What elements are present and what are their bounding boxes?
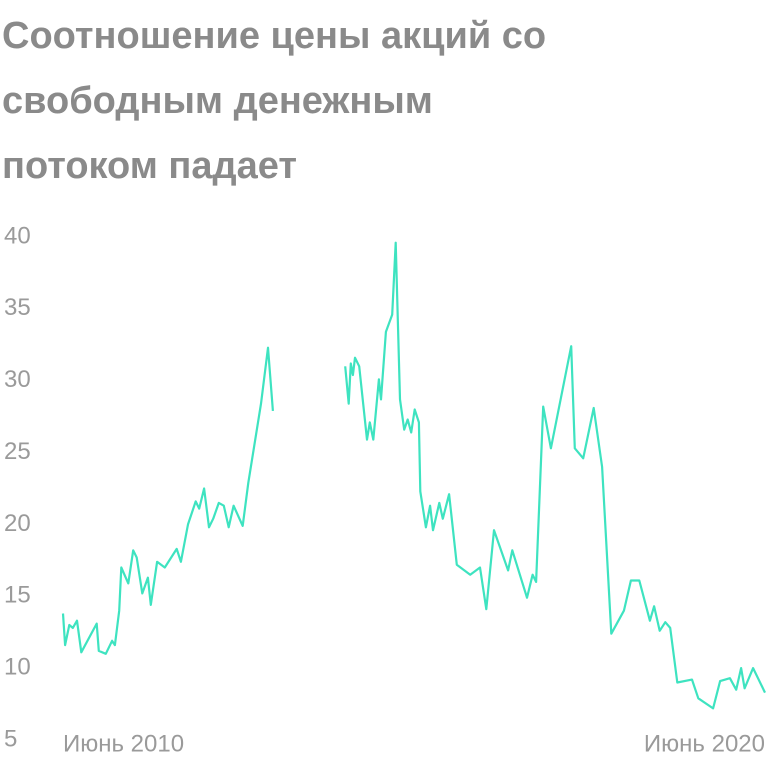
x-tick-label: Июнь 2010 bbox=[63, 730, 184, 757]
y-tick-label: 35 bbox=[4, 294, 31, 321]
y-tick-label: 40 bbox=[4, 222, 31, 249]
y-tick-label: 10 bbox=[4, 653, 31, 680]
chart-title: Соотношение цены акций со свободным дене… bbox=[2, 15, 547, 187]
y-tick-label: 15 bbox=[4, 582, 31, 609]
y-tick-label: 5 bbox=[4, 725, 17, 752]
x-tick-label: Июнь 2020 bbox=[644, 730, 765, 757]
y-tick-label: 30 bbox=[4, 366, 31, 393]
data-line bbox=[61, 241, 766, 710]
y-tick-label: 25 bbox=[4, 438, 31, 465]
y-tick-label: 20 bbox=[4, 510, 31, 537]
